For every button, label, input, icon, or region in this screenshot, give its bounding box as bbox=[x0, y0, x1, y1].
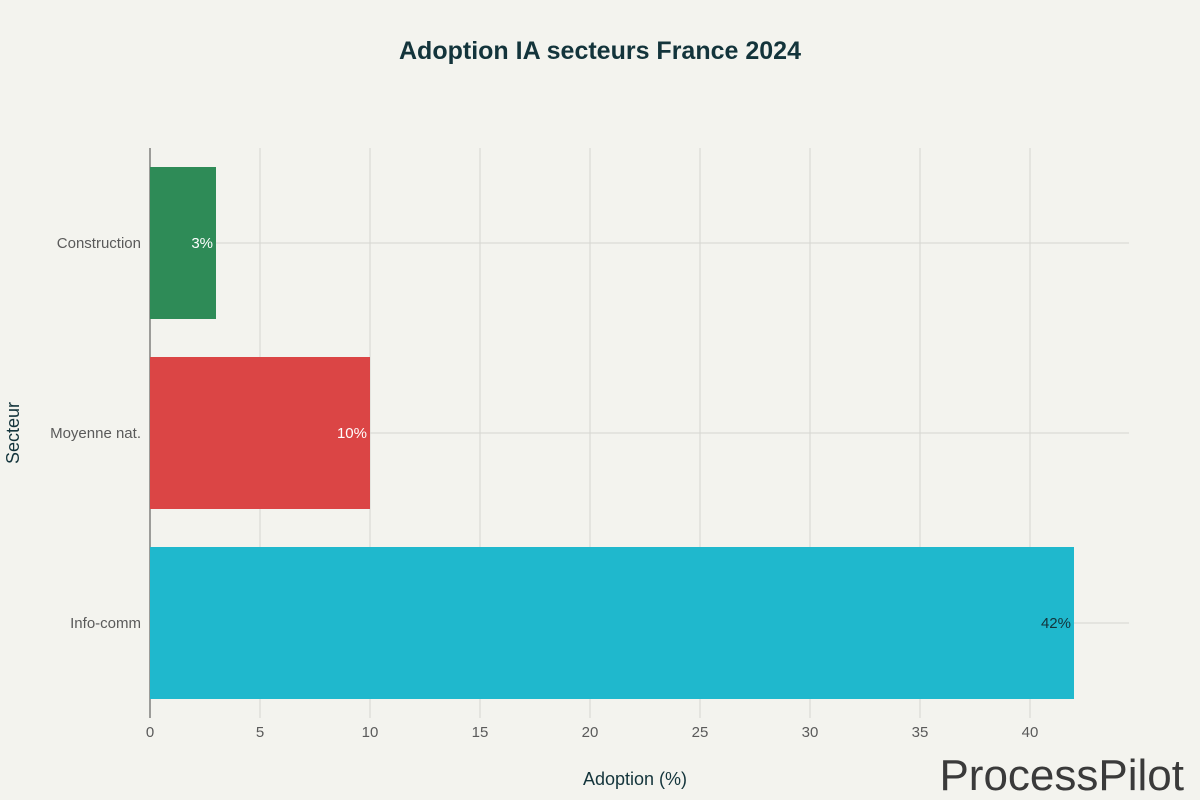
x-tick-label: 30 bbox=[802, 724, 819, 741]
data-label: 10% bbox=[337, 425, 367, 442]
chart-title: Adoption IA secteurs France 2024 bbox=[399, 37, 801, 65]
x-tick-label: 15 bbox=[472, 724, 489, 741]
x-tick-label: 0 bbox=[146, 724, 154, 741]
y-tick-label: Info-comm bbox=[70, 615, 141, 632]
bar-construction bbox=[150, 167, 216, 319]
y-tick-label: Moyenne nat. bbox=[50, 425, 141, 442]
x-tick-label: 40 bbox=[1022, 724, 1039, 741]
data-label: 3% bbox=[191, 235, 213, 252]
x-tick-label: 20 bbox=[582, 724, 599, 741]
y-ticks: Construction Moyenne nat. Info-comm bbox=[50, 235, 141, 632]
bar-moyenne-nat- bbox=[150, 357, 370, 509]
bar-info-comm bbox=[150, 547, 1074, 699]
x-tick-label: 5 bbox=[256, 724, 264, 741]
bars: 3% 10% 42% bbox=[150, 167, 1074, 699]
x-axis-label: Adoption (%) bbox=[583, 769, 687, 789]
x-tick-label: 35 bbox=[912, 724, 929, 741]
data-label: 42% bbox=[1041, 615, 1071, 632]
watermark-logo: ProcessPilot bbox=[939, 751, 1184, 800]
y-axis-label: Secteur bbox=[3, 402, 23, 464]
x-tick-label: 25 bbox=[692, 724, 709, 741]
y-tick-label: Construction bbox=[57, 235, 141, 252]
x-ticks: 0 5 10 15 20 25 30 35 40 bbox=[146, 724, 1039, 741]
x-tick-label: 10 bbox=[362, 724, 379, 741]
